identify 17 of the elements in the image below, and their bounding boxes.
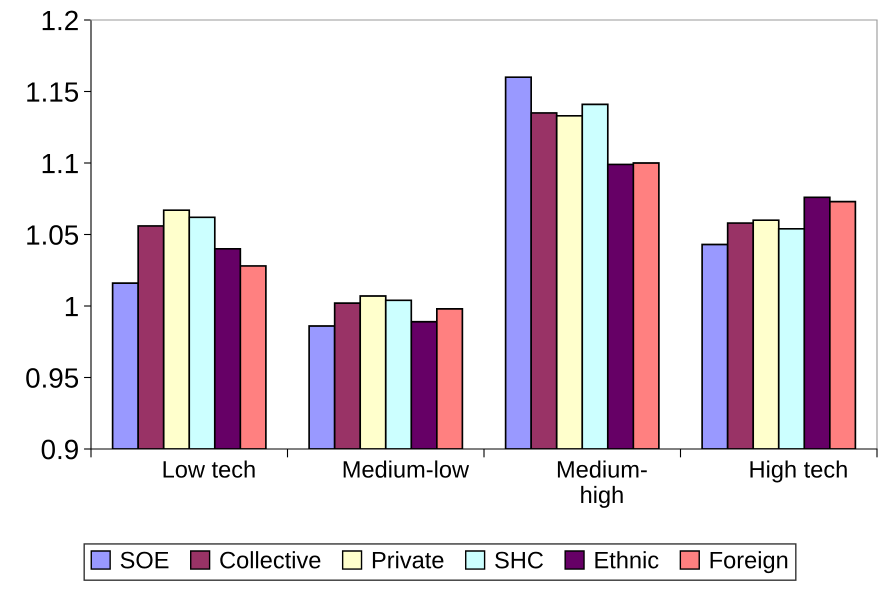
- y-tick-label: 0.9: [42, 440, 78, 460]
- y-tick-label: 1: [66, 296, 78, 316]
- legend-label: SOE: [120, 552, 168, 568]
- x-tick-label: Medium- high: [558, 460, 647, 508]
- y-tick-label: 1.1: [42, 154, 78, 174]
- y-tick-label: 0.95: [26, 368, 78, 388]
- y-tick-label: 1.15: [27, 82, 78, 102]
- y-tick-label: 1.2: [42, 10, 78, 30]
- x-tick-label: High tech: [750, 460, 847, 482]
- y-tick-label: 1.05: [27, 225, 78, 245]
- legend-label: Ethnic: [595, 551, 658, 568]
- legend-label: Collective: [220, 551, 320, 568]
- legend-label: SHC: [495, 552, 543, 568]
- x-tick-label: Low tech: [164, 460, 255, 478]
- legend-label: Private: [372, 551, 444, 568]
- x-tick-label: Medium-low: [344, 460, 470, 478]
- legend-label: Foreign: [710, 551, 788, 574]
